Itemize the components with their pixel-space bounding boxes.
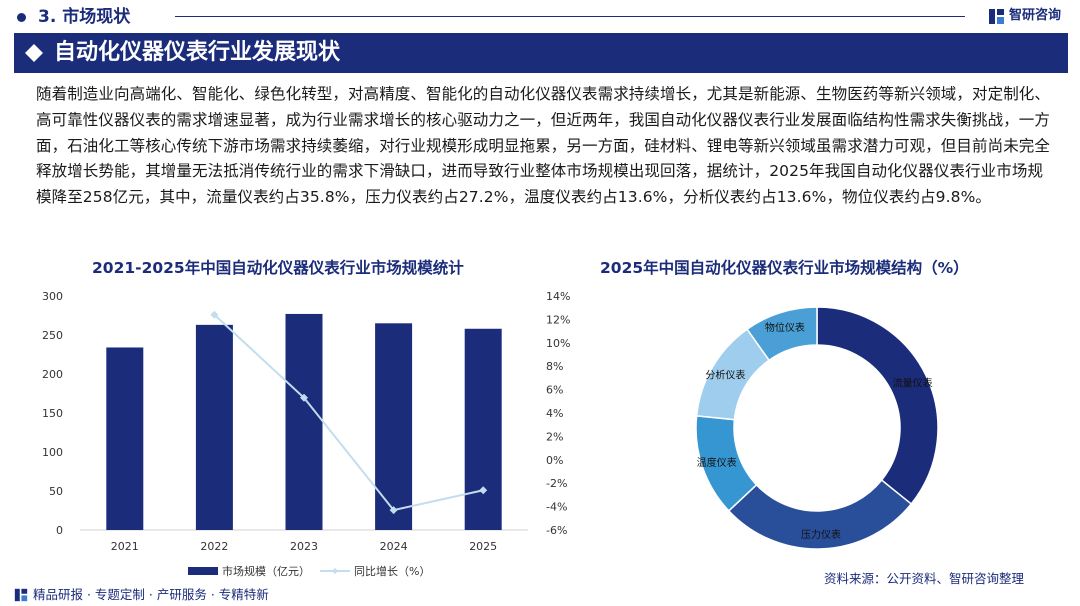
footer-logo-icon: [14, 588, 28, 602]
x-tick-label: 2025: [469, 540, 497, 553]
x-tick-label: 2024: [380, 540, 408, 553]
donut-label: 流量仪表: [893, 376, 933, 389]
donut-chart-title: 2025年中国自动化仪器仪表行业市场规模结构（%）: [600, 259, 969, 277]
brand-name: 智研咨询: [1009, 8, 1062, 23]
brand-logo: 智研咨询: [988, 7, 1061, 25]
bar-2021: [106, 347, 144, 530]
top-bar: 3. 市场现状 智研咨询: [0, 0, 1080, 34]
footer: 精品研报 · 专题定制 · 产研服务 · 专精特新: [14, 586, 269, 604]
bar-chart-title: 2021-2025年中国自动化仪器仪表行业市场规模统计: [92, 259, 464, 277]
donut-slice-物位仪表: [746, 306, 818, 362]
y-tick-label: 200: [42, 368, 63, 381]
header-divider: [175, 16, 965, 17]
growth-point-2024: [389, 506, 398, 515]
bar-line-chart: 0 50 100 150 200 250 300 -6% -4% -2% 0% 2% 4% 6% 8% 10%…: [42, 290, 570, 578]
donut-slice-流量仪表: [816, 306, 939, 506]
bar-2023: [285, 313, 323, 530]
growth-point-2023: [300, 393, 308, 402]
donut-label: 压力仪表: [801, 528, 841, 541]
x-tick-label: 2022: [200, 540, 228, 553]
bar-2025: [464, 328, 502, 530]
growth-point-2025: [479, 486, 488, 495]
banner-title: 自动化仪器仪表行业发展现状: [54, 40, 341, 65]
y2-tick-label: 4%: [546, 407, 563, 420]
y-tick-label: 100: [42, 446, 63, 459]
y-tick-label: 0: [56, 524, 63, 537]
x-tick-label: 2021: [111, 540, 139, 553]
body-paragraph: 随着制造业向高端化、智能化、绿色化转型，对高精度、智能化的自动化仪器仪表需求持续…: [36, 85, 1051, 207]
y-tick-label: 150: [42, 407, 63, 420]
y2-tick-label: 12%: [546, 313, 570, 326]
growth-point-2022: [210, 310, 219, 319]
y2-tick-label: -6%: [546, 524, 567, 537]
legend-line-label: 同比增长（%）: [354, 564, 430, 578]
bar-2024: [375, 323, 413, 530]
y2-tick-label: 0%: [546, 454, 563, 467]
y2-tick-label: 10%: [546, 337, 570, 350]
y2-tick-label: -2%: [546, 477, 567, 490]
bar-2022: [195, 324, 233, 530]
y2-tick-label: 2%: [546, 430, 563, 443]
legend-line-marker: [332, 568, 338, 574]
source-note: 资料来源：公开资料、智研咨询整理: [824, 571, 1025, 586]
legend-bar-swatch: [188, 567, 218, 575]
y-tick-label: 300: [42, 290, 63, 303]
y-tick-label: 50: [49, 485, 63, 498]
y2-tick-label: 14%: [546, 290, 570, 303]
title-banner: 自动化仪器仪表行业发展现状: [14, 33, 1068, 73]
footer-tagline: 精品研报 · 专题定制 · 产研服务 · 专精特新: [33, 587, 269, 602]
donut-label: 分析仪表: [705, 369, 745, 382]
donut-label: 温度仪表: [697, 456, 737, 469]
legend-bar-label: 市场规模（亿元）: [222, 564, 310, 578]
brand-logo-icon: [988, 8, 1005, 25]
bullet-dot: [17, 13, 26, 22]
x-tick-label: 2023: [290, 540, 318, 553]
donut-label: 物位仪表: [765, 321, 805, 334]
y-tick-label: 250: [42, 329, 63, 342]
y2-tick-label: -4%: [546, 501, 567, 514]
section-title: 3. 市场现状: [38, 7, 131, 27]
diamond-icon: [25, 44, 43, 62]
y2-tick-label: 8%: [546, 360, 563, 373]
growth-line: [213, 313, 484, 512]
y2-tick-label: 6%: [546, 384, 563, 397]
